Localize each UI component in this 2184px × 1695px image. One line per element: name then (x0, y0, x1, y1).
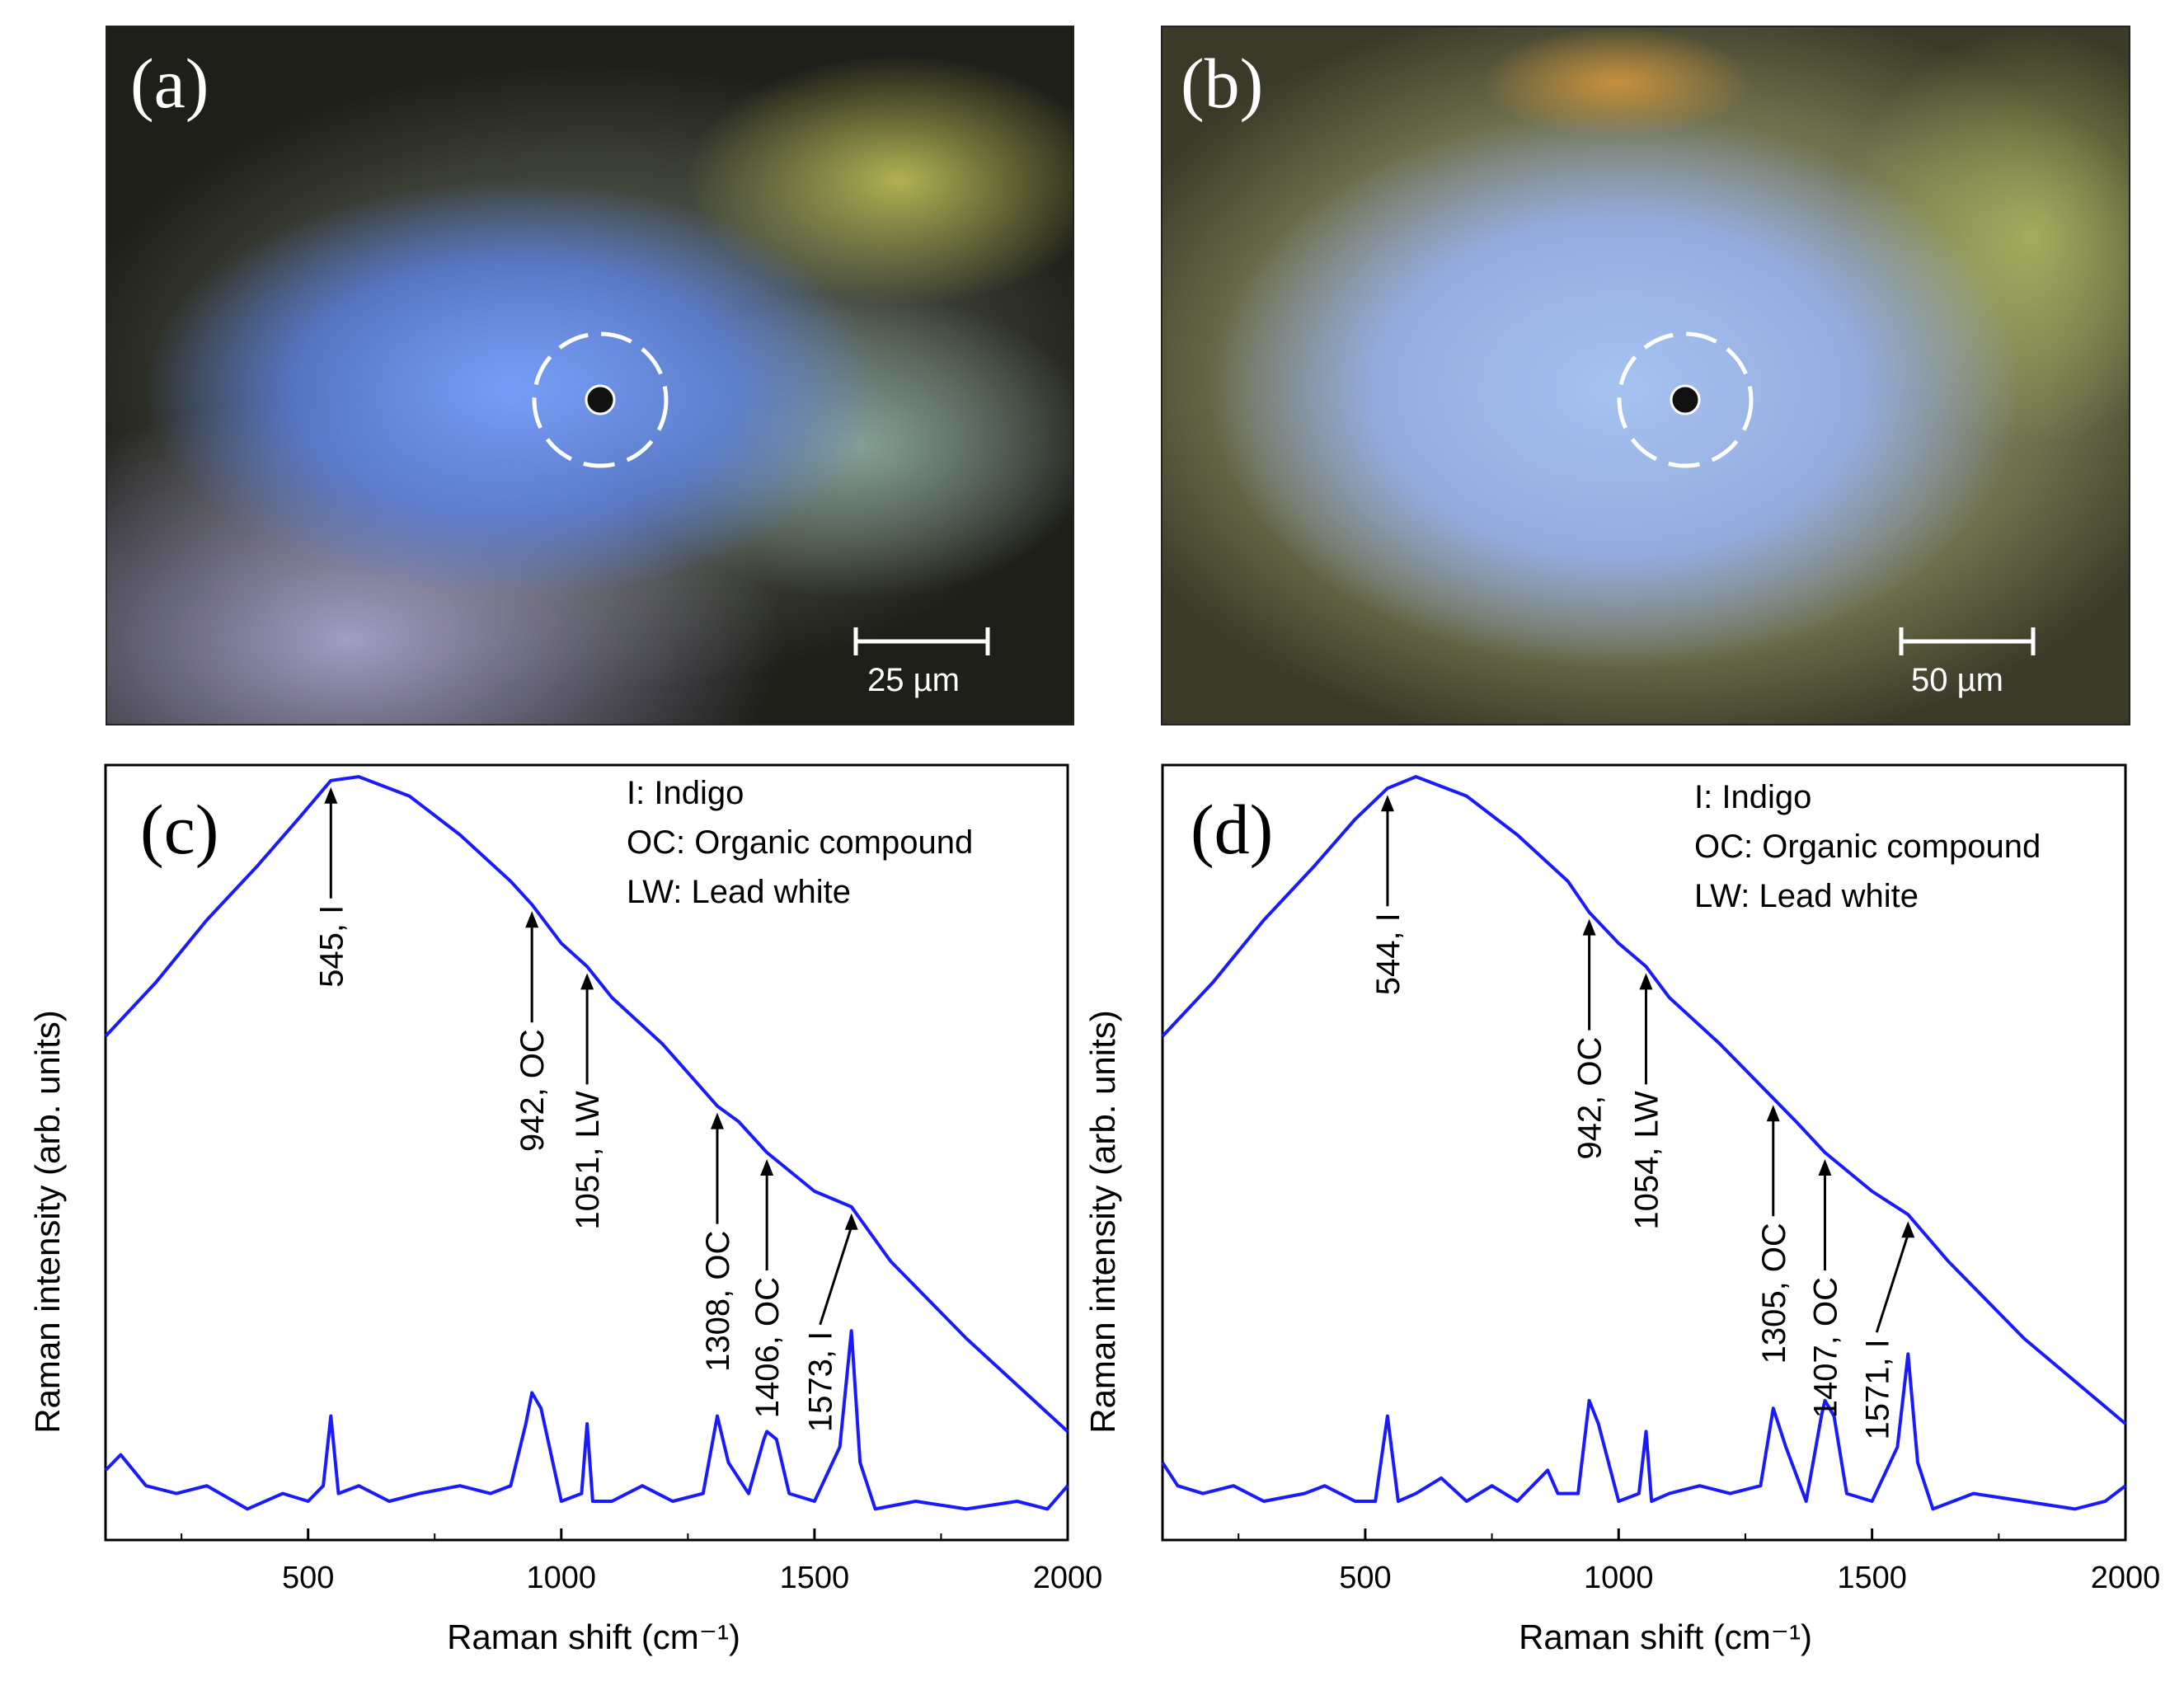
plot-frame (1161, 763, 2127, 1542)
annotation-arrowhead (1901, 1221, 1915, 1238)
annotation-arrowhead (1380, 795, 1394, 812)
laser-spot-b (1670, 384, 1701, 416)
x-tick-label: 2000 (1033, 1561, 1103, 1595)
peak-annotation-label: 942, OC (514, 1029, 551, 1152)
x-tick-label: 500 (1339, 1561, 1391, 1595)
legend-entry-indigo: I: Indigo (1694, 779, 1811, 815)
laser-spot-a (585, 384, 616, 416)
peak-annotation-label: 1305, OC (1756, 1223, 1792, 1364)
x-tick-label: 500 (282, 1561, 334, 1595)
corrected-spectrum-line (1161, 1352, 2127, 1511)
panel-label-a: (a) (130, 44, 209, 123)
x-tick-label: 1000 (1584, 1561, 1654, 1595)
annotation-arrowhead (760, 1159, 774, 1176)
annotation-arrowhead (1766, 1105, 1780, 1122)
measurement-spot-b (1617, 331, 2036, 655)
scale-label-b: 50 µm (1911, 662, 2003, 698)
annotation-arrowhead (324, 786, 338, 804)
annotation-arrowhead (1639, 973, 1653, 990)
peak-annotation-label: 545, I (313, 905, 350, 988)
scale-bar-b (1899, 627, 2036, 655)
x-tick-label: 1500 (1837, 1561, 1907, 1595)
raw-spectrum-line (104, 775, 1069, 1433)
spot-circle-b (1617, 331, 1754, 468)
peak-annotation-label: 1308, OC (700, 1231, 736, 1372)
micrograph-a: (a) 25 µm (106, 26, 1074, 725)
peak-annotation-label: 1406, OC (749, 1277, 786, 1418)
annotation-arrowhead (1818, 1159, 1832, 1176)
peak-annotation-label: 1051, LW (570, 1091, 606, 1229)
legend-entry-organic: OC: Organic compound (627, 824, 973, 861)
x-tick-label: 1500 (780, 1561, 850, 1595)
raw-spectrum-line (1161, 775, 2127, 1425)
annotation-arrowhead (525, 911, 539, 928)
x-tick-label: 1000 (527, 1561, 597, 1595)
spot-circle-a (532, 331, 669, 468)
y-axis-label: Raman intensity (arb. units) (28, 1010, 67, 1434)
x-axis-label: Raman shift (cm⁻¹) (1519, 1618, 1812, 1656)
raman-chart-c: 500 1000 1500 2000 545, I 942, OC 1051, LW 1308… (28, 763, 1102, 1656)
scale-bar-a (853, 627, 990, 655)
annotation-arrowhead (1582, 918, 1596, 936)
annotation-arrow (819, 1226, 853, 1326)
x-tick-label: 2000 (2091, 1561, 2161, 1595)
annotation-arrow (1875, 1233, 1909, 1333)
peak-annotation-label: 942, OC (1572, 1037, 1609, 1160)
annotation-arrowhead (580, 973, 594, 990)
legend-entry-indigo: I: Indigo (627, 775, 744, 811)
peak-annotation-label: 1407, OC (1807, 1277, 1843, 1418)
peak-annotation-label: 1054, LW (1628, 1091, 1665, 1229)
legend-entry-organic: OC: Organic compound (1694, 829, 2041, 865)
micrograph-b: (b) 50 µm (1161, 26, 2130, 725)
y-axis-label: Raman intensity (arb. units) (1083, 1010, 1122, 1434)
panel-label-b: (b) (1181, 44, 1264, 123)
peak-annotation-label: 1571, I (1859, 1339, 1895, 1439)
plot-frame (104, 763, 1069, 1542)
legend-entry-leadwhite: LW: Lead white (627, 874, 851, 910)
chart-panel-label: (d) (1191, 790, 1273, 869)
corrected-spectrum-line (104, 1329, 1069, 1511)
x-axis-label: Raman shift (cm⁻¹) (447, 1618, 740, 1656)
chart-panel-label: (c) (140, 790, 218, 869)
annotation-arrowhead (844, 1213, 858, 1230)
annotation-arrowhead (710, 1112, 724, 1129)
peak-annotation-label: 1573, I (803, 1331, 839, 1432)
legend-entry-leadwhite: LW: Lead white (1694, 878, 1919, 914)
measurement-spot-a (532, 331, 990, 655)
peak-annotation-label: 544, I (1370, 913, 1407, 995)
raman-chart-d: 500 1000 1500 2000 544, I 942, OC 1054, LW 1305… (1083, 763, 2161, 1656)
scale-label-a: 25 µm (867, 662, 960, 698)
